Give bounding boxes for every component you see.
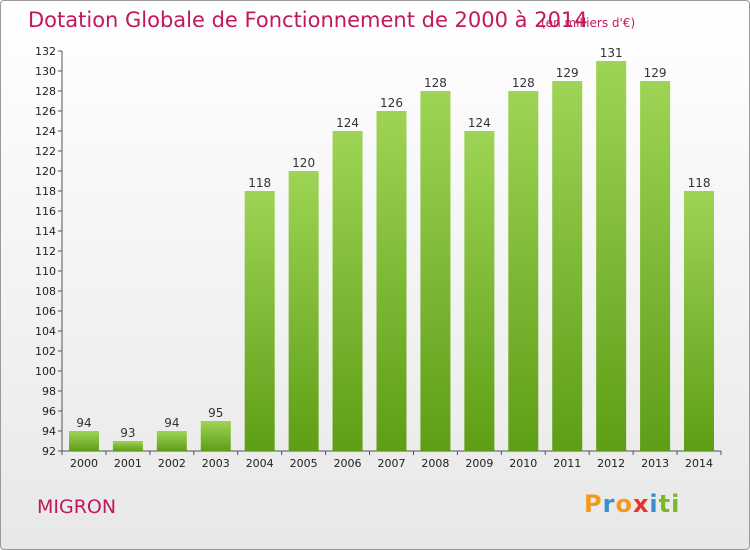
y-axis: 92 94 96 98 100 102 104 106 108 110 112 114 116 118 12… [35,45,63,458]
x-tick-label: 2009 [465,457,493,470]
y-tick-label: 104 [35,325,56,338]
bar-2010 [508,91,539,451]
x-tick-label: 2000 [70,457,98,470]
x-tick-label: 2003 [202,457,230,470]
data-label: 131 [600,46,623,60]
data-labels: 94 93 94 95 118 120 124 126 128 124 128 129 131 129 11… [76,46,710,440]
data-label: 129 [644,66,667,80]
x-axis: 2000 2001 2002 2003 2004 2005 2006 2007 2008 2009… [61,450,722,470]
y-tick-label: 112 [35,245,56,258]
bar-2001 [112,441,143,451]
bar-2012 [596,61,627,451]
bar-2009 [464,131,495,451]
x-tick-label: 2008 [421,457,449,470]
logo-letter: o [615,490,633,518]
data-label: 126 [380,96,403,110]
chart-title: Dotation Globale de Fonctionnement de 20… [28,8,588,32]
proxiti-logo[interactable]: Proxiti [584,490,680,518]
bar-2007 [376,111,407,451]
data-label: 94 [164,416,179,430]
data-label: 93 [120,426,135,440]
data-label: 118 [688,176,711,190]
y-tick-label: 122 [35,145,56,158]
y-tick-label: 102 [35,345,56,358]
x-tick-label: 2011 [553,457,581,470]
x-tick-label: 2013 [641,457,669,470]
y-tick-label: 110 [35,265,56,278]
x-tick-label: 2007 [378,457,406,470]
logo-letter: i [649,490,659,518]
x-tick-label: 2004 [246,457,274,470]
y-tick-label: 100 [35,365,56,378]
bar-2002 [156,431,187,451]
x-tick-label: 2005 [290,457,318,470]
x-tick-label: 2010 [509,457,537,470]
bar-2003 [200,421,231,451]
y-tick-label: 92 [42,445,56,458]
x-tick-label: 2014 [685,457,713,470]
logo-letter: t [658,490,672,518]
logo-letter: P [584,490,603,518]
commune-name: MIGRON [37,496,117,518]
y-tick-label: 130 [35,65,56,78]
bar-2006 [332,131,363,451]
logo-letter: i [671,490,681,518]
data-label: 128 [424,76,447,90]
y-tick-label: 96 [42,405,56,418]
data-label: 129 [556,66,579,80]
x-tick-label: 2002 [158,457,186,470]
y-tick-label: 126 [35,105,56,118]
data-label: 118 [248,176,271,190]
bar-2008 [420,91,451,451]
y-tick-label: 128 [35,85,56,98]
y-tick-label: 124 [35,125,56,138]
data-label: 120 [292,156,315,170]
data-label: 128 [512,76,535,90]
x-tick-label: 2006 [334,457,362,470]
data-label: 95 [208,406,223,420]
y-tick-label: 108 [35,285,56,298]
data-label: 124 [336,116,359,130]
unit-label: (en milliers d'€) [541,16,636,30]
logo-letter: r [602,490,616,518]
y-tick-label: 132 [35,45,56,58]
x-tick-label: 2012 [597,457,625,470]
bar-2011 [552,81,583,451]
y-tick-label: 120 [35,165,56,178]
data-label: 94 [76,416,91,430]
bar-2000 [68,431,99,451]
data-label: 124 [468,116,491,130]
y-tick-label: 106 [35,305,56,318]
bar-2013 [640,81,671,451]
bars [68,61,715,451]
y-tick-label: 94 [42,425,56,438]
y-tick-label: 114 [35,225,56,238]
bar-2005 [288,171,319,451]
logo-letter: x [632,490,650,518]
x-tick-label: 2001 [114,457,142,470]
y-tick-label: 118 [35,185,56,198]
y-tick-label: 116 [35,205,56,218]
bar-2014 [684,191,715,451]
y-tick-label: 98 [42,385,56,398]
bar-2004 [244,191,275,451]
